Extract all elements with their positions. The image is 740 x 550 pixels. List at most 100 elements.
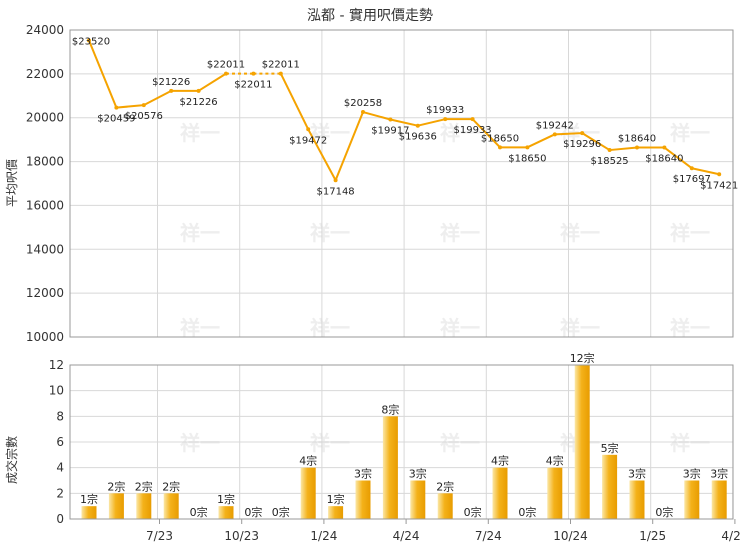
volume-x-tick-label: 10/23 [224,529,259,543]
price-point [361,110,365,115]
watermark-text: 祥一 [310,121,350,145]
price-y-tick-label: 14000 [26,242,64,256]
price-data-label: $18640 [618,134,656,145]
price-data-label: $20576 [125,111,163,122]
price-y-tick-label: 20000 [26,111,64,125]
watermark-text: 祥一 [670,431,710,455]
price-data-label: $22011 [207,60,245,71]
price-data-label: $23520 [72,37,110,48]
volume-y-tick-label: 0 [56,512,64,526]
price-data-label: $19636 [399,132,437,143]
price-data-label: $17697 [673,174,711,185]
price-data-label: $19242 [536,120,574,131]
volume-x-tick-label: 10/24 [553,529,588,543]
volume-bar [328,506,344,519]
volume-y-tick-label: 8 [56,409,64,423]
price-point [415,123,420,128]
volume-data-label: 2宗 [162,479,180,493]
price-point [141,103,146,108]
volume-bar [81,506,97,519]
price-y-tick-label: 16000 [26,198,64,212]
volume-x-tick-label: 7/23 [146,529,173,543]
volume-x-tick-label: 7/24 [475,529,502,543]
volume-bar [218,506,234,519]
price-plot-frame [69,29,734,338]
volume-bar [136,493,152,519]
price-point [525,145,530,150]
price-point [662,145,667,150]
price-data-label: $22011 [234,80,272,91]
price-point [443,117,448,122]
volume-data-label: 0宗 [518,505,536,519]
price-data-label: $19933 [426,105,464,116]
volume-bar [300,467,316,519]
volume-data-label: 5宗 [601,441,619,455]
watermark-text: 祥一 [180,431,220,455]
volume-bar [547,467,563,519]
price-data-label: $21226 [152,77,190,88]
volume-data-label: 1宗 [327,492,345,506]
volume-bar [602,454,618,519]
watermark-layer: 祥一祥一祥一祥一祥一祥一祥一祥一祥一祥一祥一祥一祥一祥一祥一祥一祥一祥一祥一祥一 [180,121,710,455]
price-point [169,88,174,93]
price-point [224,71,228,76]
watermark-text: 祥一 [310,316,350,340]
watermark-text: 祥一 [310,221,350,245]
chart-title: 泓都 - 實用呎價走勢 [307,7,433,24]
volume-data-label: 0宗 [464,505,482,519]
price-y-tick-label: 12000 [26,286,64,300]
price-data-label: $17421 [700,180,738,191]
price-point [251,71,256,76]
watermark-text: 祥一 [560,316,600,340]
volume-data-label: 1宗 [80,492,98,506]
volume-bar [629,480,645,519]
volume-bar [108,493,124,519]
watermark-text: 祥一 [670,316,710,340]
volume-data-label: 4宗 [546,454,564,468]
price-line-segment [198,72,227,92]
price-point [278,71,283,76]
price-point [689,166,694,171]
volume-bar [382,416,398,519]
price-line-segment [279,73,310,130]
volume-x-tick-label: 4/24 [393,529,420,543]
price-data-label: $19917 [371,126,409,137]
price-y-tick-label: 24000 [26,23,64,37]
watermark-text: 祥一 [180,221,220,245]
price-y-tick-label: 22000 [26,67,64,81]
volume-bar [711,480,727,519]
price-line-segment [471,118,501,149]
volume-data-label: 8宗 [381,402,399,416]
price-line-segment [390,118,419,127]
price-line-segment [307,128,337,181]
price-y-axis-label: 平均呎價 [5,159,19,207]
watermark-text: 祥一 [440,431,480,455]
volume-bar [492,467,508,519]
volume-data-label: 2宗 [135,479,153,493]
price-line-segment [116,104,144,109]
price-line-segment [88,40,118,109]
price-line-segment [143,89,172,106]
price-line-series [87,38,722,183]
volume-bar [684,480,700,519]
price-point [114,105,119,110]
price-data-labels: $23520 $20459$20576 $21226 $21226 $22011 $220… [72,37,738,198]
price-data-label: $22011 [262,60,300,71]
volume-y-tick-label: 6 [56,435,64,449]
volume-bar [574,365,590,519]
price-data-label: $19296 [563,139,601,150]
watermark-text: 祥一 [560,221,600,245]
price-point [717,172,722,177]
watermark-text: 祥一 [670,221,710,245]
price-data-label: $20459 [97,114,135,125]
volume-data-label: 3宗 [710,467,728,481]
volume-y-axis-label: 成交宗數 [4,436,19,484]
volume-bar-series [81,365,727,519]
price-data-label: $19933 [454,125,492,136]
watermark-text: 祥一 [440,121,480,145]
price-point [498,145,502,150]
volume-y-tick-label: 2 [56,486,64,500]
price-y-tick-label: 10000 [26,330,64,344]
price-data-label: $17148 [317,186,355,197]
